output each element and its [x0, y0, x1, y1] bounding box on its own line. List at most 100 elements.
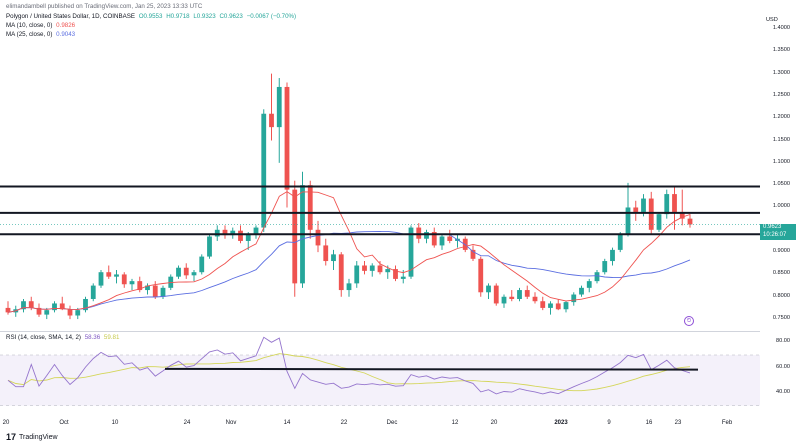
candle-body: [648, 198, 654, 230]
candle: [199, 254, 205, 275]
rsi-legend[interactable]: RSI (14, close, SMA, 14, 2) 58.36 59.81: [6, 334, 119, 342]
clock-icon[interactable]: ⏲: [684, 316, 694, 326]
candle: [447, 229, 453, 244]
candle: [524, 285, 530, 299]
candle-body: [346, 283, 352, 291]
candle-body: [416, 227, 422, 239]
ma25-label: MA (25, close, 0): [6, 31, 53, 38]
candle: [114, 269, 119, 284]
rsi-line: [7, 336, 691, 395]
price-chart[interactable]: [0, 0, 760, 330]
candle-body: [230, 230, 236, 236]
ma10-line: [7, 191, 691, 313]
candle: [5, 301, 11, 315]
candle-body: [555, 303, 561, 310]
candle: [571, 292, 577, 306]
candle: [602, 258, 608, 275]
candle: [555, 298, 561, 311]
candle: [369, 263, 375, 277]
ma10-legend[interactable]: MA (10, close, 0) 0.9826: [6, 22, 75, 30]
time-tick: 24: [183, 420, 191, 426]
candle-body: [145, 285, 150, 291]
candle: [509, 290, 515, 302]
candle-body: [98, 272, 104, 286]
price-tick: 1.1000: [772, 158, 790, 165]
candle-body: [478, 258, 484, 293]
candle: [90, 283, 96, 302]
candle-body: [90, 285, 96, 299]
candle: [121, 272, 127, 288]
rsi-value: 58.36: [84, 334, 101, 341]
time-tick: 23: [674, 420, 682, 426]
candle-body: [307, 185, 313, 230]
candle: [501, 294, 507, 308]
candle: [532, 292, 538, 304]
candle: [292, 180, 298, 297]
candle-body: [586, 281, 592, 288]
candle: [307, 180, 313, 239]
candle: [331, 249, 336, 270]
candle: [269, 73, 274, 141]
candle: [470, 245, 476, 262]
candle-body: [59, 303, 65, 310]
candle: [617, 232, 623, 253]
candle-body: [625, 207, 631, 235]
price-tick: 1.3000: [772, 69, 790, 76]
ma25-legend[interactable]: MA (25, close, 0) 0.9043: [6, 31, 75, 39]
candle-body: [509, 296, 515, 299]
candle-body: [424, 232, 429, 239]
time-tick: 14: [283, 420, 291, 426]
candle-body: [106, 272, 112, 277]
candle: [222, 225, 228, 239]
tradingview-logo[interactable]: 17 TradingView: [6, 432, 58, 442]
candle-body: [191, 272, 197, 276]
candle: [323, 238, 329, 266]
candle-body: [199, 256, 205, 273]
pane-separator[interactable]: [0, 331, 760, 332]
candle: [230, 227, 236, 239]
candle-body: [183, 267, 189, 276]
candle: [540, 296, 546, 311]
candle-body: [517, 290, 522, 299]
candle-body: [253, 227, 259, 235]
time-tick: Oct: [59, 420, 69, 426]
candle: [377, 261, 383, 275]
candle: [137, 276, 143, 293]
candle-body: [563, 302, 569, 310]
time-tick: 22: [340, 420, 348, 426]
candle: [36, 303, 42, 317]
ma25-value: 0.9043: [56, 31, 76, 38]
candle: [106, 265, 112, 279]
time-tick: 16: [645, 420, 653, 426]
time-tick: 2023: [554, 420, 568, 426]
candle: [687, 214, 693, 228]
candle: [83, 296, 88, 313]
candle-body: [377, 265, 383, 273]
candle-body: [75, 310, 81, 316]
candle: [594, 269, 600, 284]
bar-countdown: 10:26:07: [763, 231, 787, 238]
candle: [679, 189, 685, 226]
rsi-trend-line[interactable]: [164, 367, 699, 371]
candle-body: [524, 290, 530, 297]
candle-body: [114, 274, 119, 277]
candle-body: [470, 249, 476, 259]
candle: [183, 263, 189, 279]
candle: [431, 227, 437, 248]
time-tick: Dec: [386, 420, 398, 426]
candle-body: [354, 265, 360, 284]
candle-body: [323, 245, 329, 262]
candle-body: [610, 249, 615, 262]
rsi-sma-value: 59.81: [103, 334, 120, 341]
candle-body: [369, 265, 375, 271]
candle-body: [362, 265, 367, 271]
candle: [21, 298, 26, 313]
price-tick: 1.1500: [772, 136, 790, 143]
candle-body: [548, 303, 553, 308]
candle-body: [222, 229, 228, 236]
last-price-value: 0.9623: [763, 224, 782, 230]
candle: [610, 247, 615, 266]
candle: [656, 211, 662, 233]
rsi-chart[interactable]: [0, 332, 760, 416]
currency-label: USD: [766, 17, 778, 23]
